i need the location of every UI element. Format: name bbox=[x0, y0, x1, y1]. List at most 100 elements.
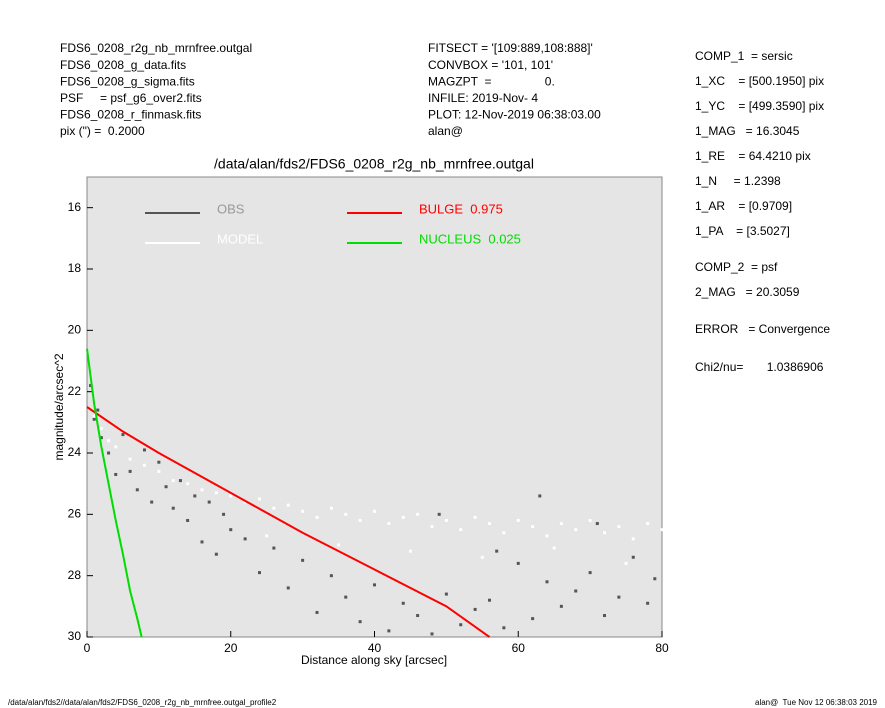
data-point bbox=[301, 509, 305, 513]
data-point bbox=[243, 537, 247, 541]
x-axis-label: Distance along sky [arcsec] bbox=[301, 653, 447, 667]
data-point bbox=[114, 472, 118, 476]
data-point bbox=[545, 534, 549, 538]
header-middle-line: INFILE: 2019-Nov- 4 bbox=[428, 91, 538, 105]
data-point bbox=[214, 491, 218, 495]
profile-line bbox=[86, 406, 491, 638]
data-point bbox=[488, 598, 491, 602]
data-point bbox=[178, 479, 182, 483]
header-left-line: pix (") = 0.2000 bbox=[60, 124, 145, 138]
data-point bbox=[92, 414, 96, 418]
data-point bbox=[588, 571, 592, 575]
y-tick-label: 30 bbox=[68, 629, 82, 643]
data-point bbox=[92, 417, 96, 421]
data-point bbox=[495, 549, 499, 553]
data-point bbox=[545, 580, 549, 584]
data-point bbox=[459, 623, 463, 627]
data-point bbox=[624, 561, 628, 565]
data-point bbox=[631, 555, 635, 559]
data-point bbox=[531, 525, 535, 529]
data-point bbox=[114, 445, 118, 449]
data-point bbox=[473, 515, 477, 519]
data-point bbox=[437, 512, 441, 516]
data-point bbox=[329, 506, 333, 510]
data-point bbox=[559, 522, 563, 526]
parameter-line: 1_MAG = 16.3045 bbox=[695, 124, 800, 138]
header-left-line: FDS6_0208_g_sigma.fits bbox=[60, 74, 195, 88]
data-point bbox=[301, 558, 305, 562]
y-tick-label: 22 bbox=[68, 384, 82, 398]
data-point bbox=[603, 531, 606, 535]
data-point bbox=[538, 494, 542, 498]
data-point bbox=[488, 522, 491, 526]
x-tick-label: 0 bbox=[84, 641, 91, 655]
x-tick-label: 60 bbox=[512, 641, 526, 655]
data-point bbox=[272, 546, 276, 550]
data-point bbox=[286, 586, 290, 590]
data-point bbox=[631, 537, 635, 541]
data-point bbox=[574, 528, 578, 532]
data-point bbox=[286, 503, 290, 507]
header-left-line: FDS6_0208_g_data.fits bbox=[60, 58, 186, 72]
data-point bbox=[222, 512, 226, 516]
legend-label: BULGE 0.975 bbox=[419, 201, 503, 216]
y-tick-label: 18 bbox=[68, 261, 82, 275]
data-point bbox=[315, 515, 319, 519]
parameter-line: 1_XC = [500.1950] pix bbox=[695, 74, 824, 88]
header-left-line: FDS6_0208_r_finmask.fits bbox=[60, 108, 201, 122]
data-point bbox=[387, 629, 391, 633]
header-left-line: FDS6_0208_r2g_nb_mrnfree.outgal bbox=[60, 41, 252, 55]
parameter-line: 1_RE = 64.4210 pix bbox=[695, 149, 811, 163]
data-point bbox=[401, 515, 405, 519]
data-point bbox=[107, 451, 111, 455]
y-tick-label: 24 bbox=[68, 445, 82, 459]
data-point bbox=[229, 528, 233, 532]
data-point bbox=[157, 460, 161, 464]
profile-line bbox=[86, 348, 143, 638]
data-point bbox=[107, 439, 111, 443]
data-point bbox=[96, 408, 100, 412]
data-point bbox=[329, 574, 333, 578]
legend-label: OBS bbox=[217, 201, 245, 216]
data-point bbox=[430, 632, 434, 636]
data-point bbox=[373, 509, 376, 513]
data-point bbox=[99, 426, 103, 430]
legend-label: NUCLEUS 0.025 bbox=[419, 231, 521, 246]
data-point bbox=[89, 384, 93, 388]
data-point bbox=[243, 500, 247, 504]
data-point bbox=[344, 512, 348, 516]
data-point bbox=[559, 604, 563, 608]
header-middle-line: FITSECT = '[109:889,108:888]' bbox=[428, 41, 593, 55]
data-point bbox=[459, 528, 463, 532]
data-point bbox=[207, 500, 211, 504]
data-point bbox=[358, 620, 362, 624]
data-point bbox=[646, 522, 650, 526]
parameter-line: COMP_2 = psf bbox=[695, 260, 778, 274]
data-point bbox=[646, 601, 650, 605]
data-point bbox=[617, 525, 621, 529]
parameter-line: COMP_1 = sersic bbox=[695, 49, 793, 63]
y-tick-label: 16 bbox=[68, 200, 82, 214]
data-point bbox=[265, 534, 269, 538]
data-point bbox=[143, 463, 146, 467]
data-point bbox=[135, 488, 139, 492]
data-point bbox=[574, 589, 578, 593]
data-point bbox=[660, 528, 664, 532]
data-point bbox=[516, 518, 520, 522]
data-point bbox=[164, 485, 168, 489]
data-point bbox=[480, 555, 484, 559]
plot-area bbox=[86, 176, 663, 638]
data-point bbox=[99, 436, 103, 440]
parameter-line: 1_AR = [0.9709] bbox=[695, 199, 792, 213]
y-tick-label: 20 bbox=[68, 323, 82, 337]
legend-label: MODEL bbox=[217, 231, 263, 246]
data-point bbox=[401, 601, 405, 605]
data-point bbox=[473, 607, 477, 611]
data-point bbox=[229, 494, 233, 498]
data-point bbox=[653, 577, 657, 581]
data-point bbox=[128, 469, 132, 473]
data-point bbox=[358, 518, 362, 522]
data-point bbox=[258, 497, 261, 501]
data-point bbox=[516, 561, 520, 565]
